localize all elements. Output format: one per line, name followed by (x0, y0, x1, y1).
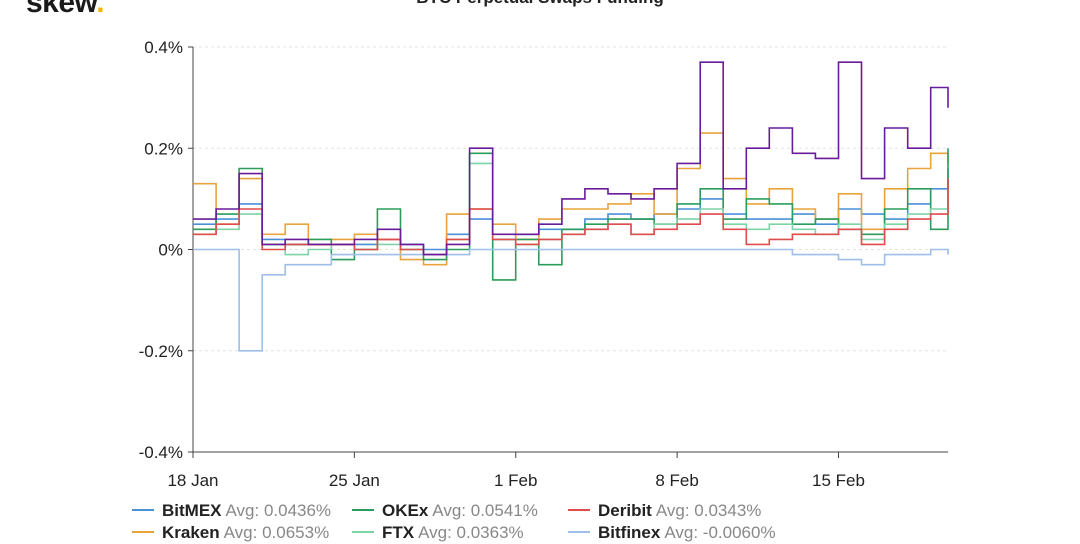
legend-swatch (568, 530, 590, 533)
legend-avg-label: Avg: (418, 523, 457, 542)
legend-avg-value: 0.0343% (694, 501, 762, 520)
legend-item-ftx[interactable]: FTX Avg: 0.0363% (352, 522, 524, 544)
legend-avg-value: 0.0653% (262, 523, 330, 542)
legend-swatch (352, 508, 374, 511)
legend-swatch (132, 530, 154, 533)
tick-labels: 0.4% 0.2% 0% -0.2% -0.4% 18 Jan 25 Jan 1 Feb 8 F… (139, 38, 865, 490)
legend-name: BitMEX (162, 501, 222, 520)
skew-logo: skew. (26, 0, 105, 20)
legend-avg-label: Avg: (664, 523, 703, 542)
chart-title: BTC Perpetual Swaps Funding (0, 0, 1080, 8)
y-tick-label: -0.4% (139, 443, 183, 462)
legend-item-kraken[interactable]: Kraken Avg: 0.0653% (132, 522, 329, 544)
logo-text: skew (26, 0, 97, 19)
legend-avg-value: 0.0541% (470, 501, 538, 520)
x-tick-label: 25 Jan (329, 471, 380, 490)
legend-swatch (568, 508, 590, 511)
legend-item-deribit[interactable]: Deribit Avg: 0.0343% (568, 500, 761, 522)
series-line-okex (193, 148, 949, 281)
series-lines (193, 61, 949, 352)
legend-avg-value: 0.0436% (263, 501, 332, 520)
legend-name: Bitfinex (598, 523, 661, 542)
legend-name: FTX (382, 523, 415, 542)
legend-name: Deribit (598, 501, 652, 520)
series-line-bybit (193, 61, 949, 256)
legend-avg-value: -0.0060% (702, 523, 776, 542)
legend-item-bitmex[interactable]: BitMEX Avg: 0.0436% (132, 500, 331, 522)
legend-swatch (352, 530, 374, 533)
legend-avg-value: 0.0363% (456, 523, 524, 542)
legend-swatch (132, 508, 154, 511)
funding-chart: 0.4% 0.2% 0% -0.2% -0.4% 18 Jan 25 Jan 1 Feb 8 F… (139, 38, 949, 490)
y-tick-label: -0.2% (139, 342, 183, 361)
legend-item-bitfinex[interactable]: Bitfinex Avg: -0.0060% (568, 522, 776, 544)
x-tick-label: 18 Jan (167, 471, 218, 490)
logo-dot: . (96, 0, 105, 19)
legend-avg-label: Avg: (432, 501, 471, 520)
legend-avg-label: Avg: (223, 523, 263, 542)
axes (188, 46, 948, 458)
x-tick-label: 8 Feb (655, 471, 698, 490)
series-line-bitfinex (193, 248, 949, 352)
legend-item-okex[interactable]: OKEx Avg: 0.0541% (352, 500, 538, 522)
y-tick-label: 0.4% (144, 38, 183, 57)
legend: BitMEX Avg: 0.0436% OKEx Avg: 0.0541% Deribi… (132, 500, 892, 543)
series-line-deribit (193, 178, 949, 256)
legend-avg-label: Avg: (655, 501, 695, 520)
legend-name: Kraken (162, 523, 220, 542)
x-tick-label: 1 Feb (494, 471, 537, 490)
y-tick-label: 0.2% (144, 139, 183, 158)
x-tick-label: 15 Feb (812, 471, 865, 490)
y-tick-label: 0% (158, 241, 183, 260)
legend-name: OKEx (382, 501, 429, 520)
legend-avg-label: Avg: (225, 501, 264, 520)
